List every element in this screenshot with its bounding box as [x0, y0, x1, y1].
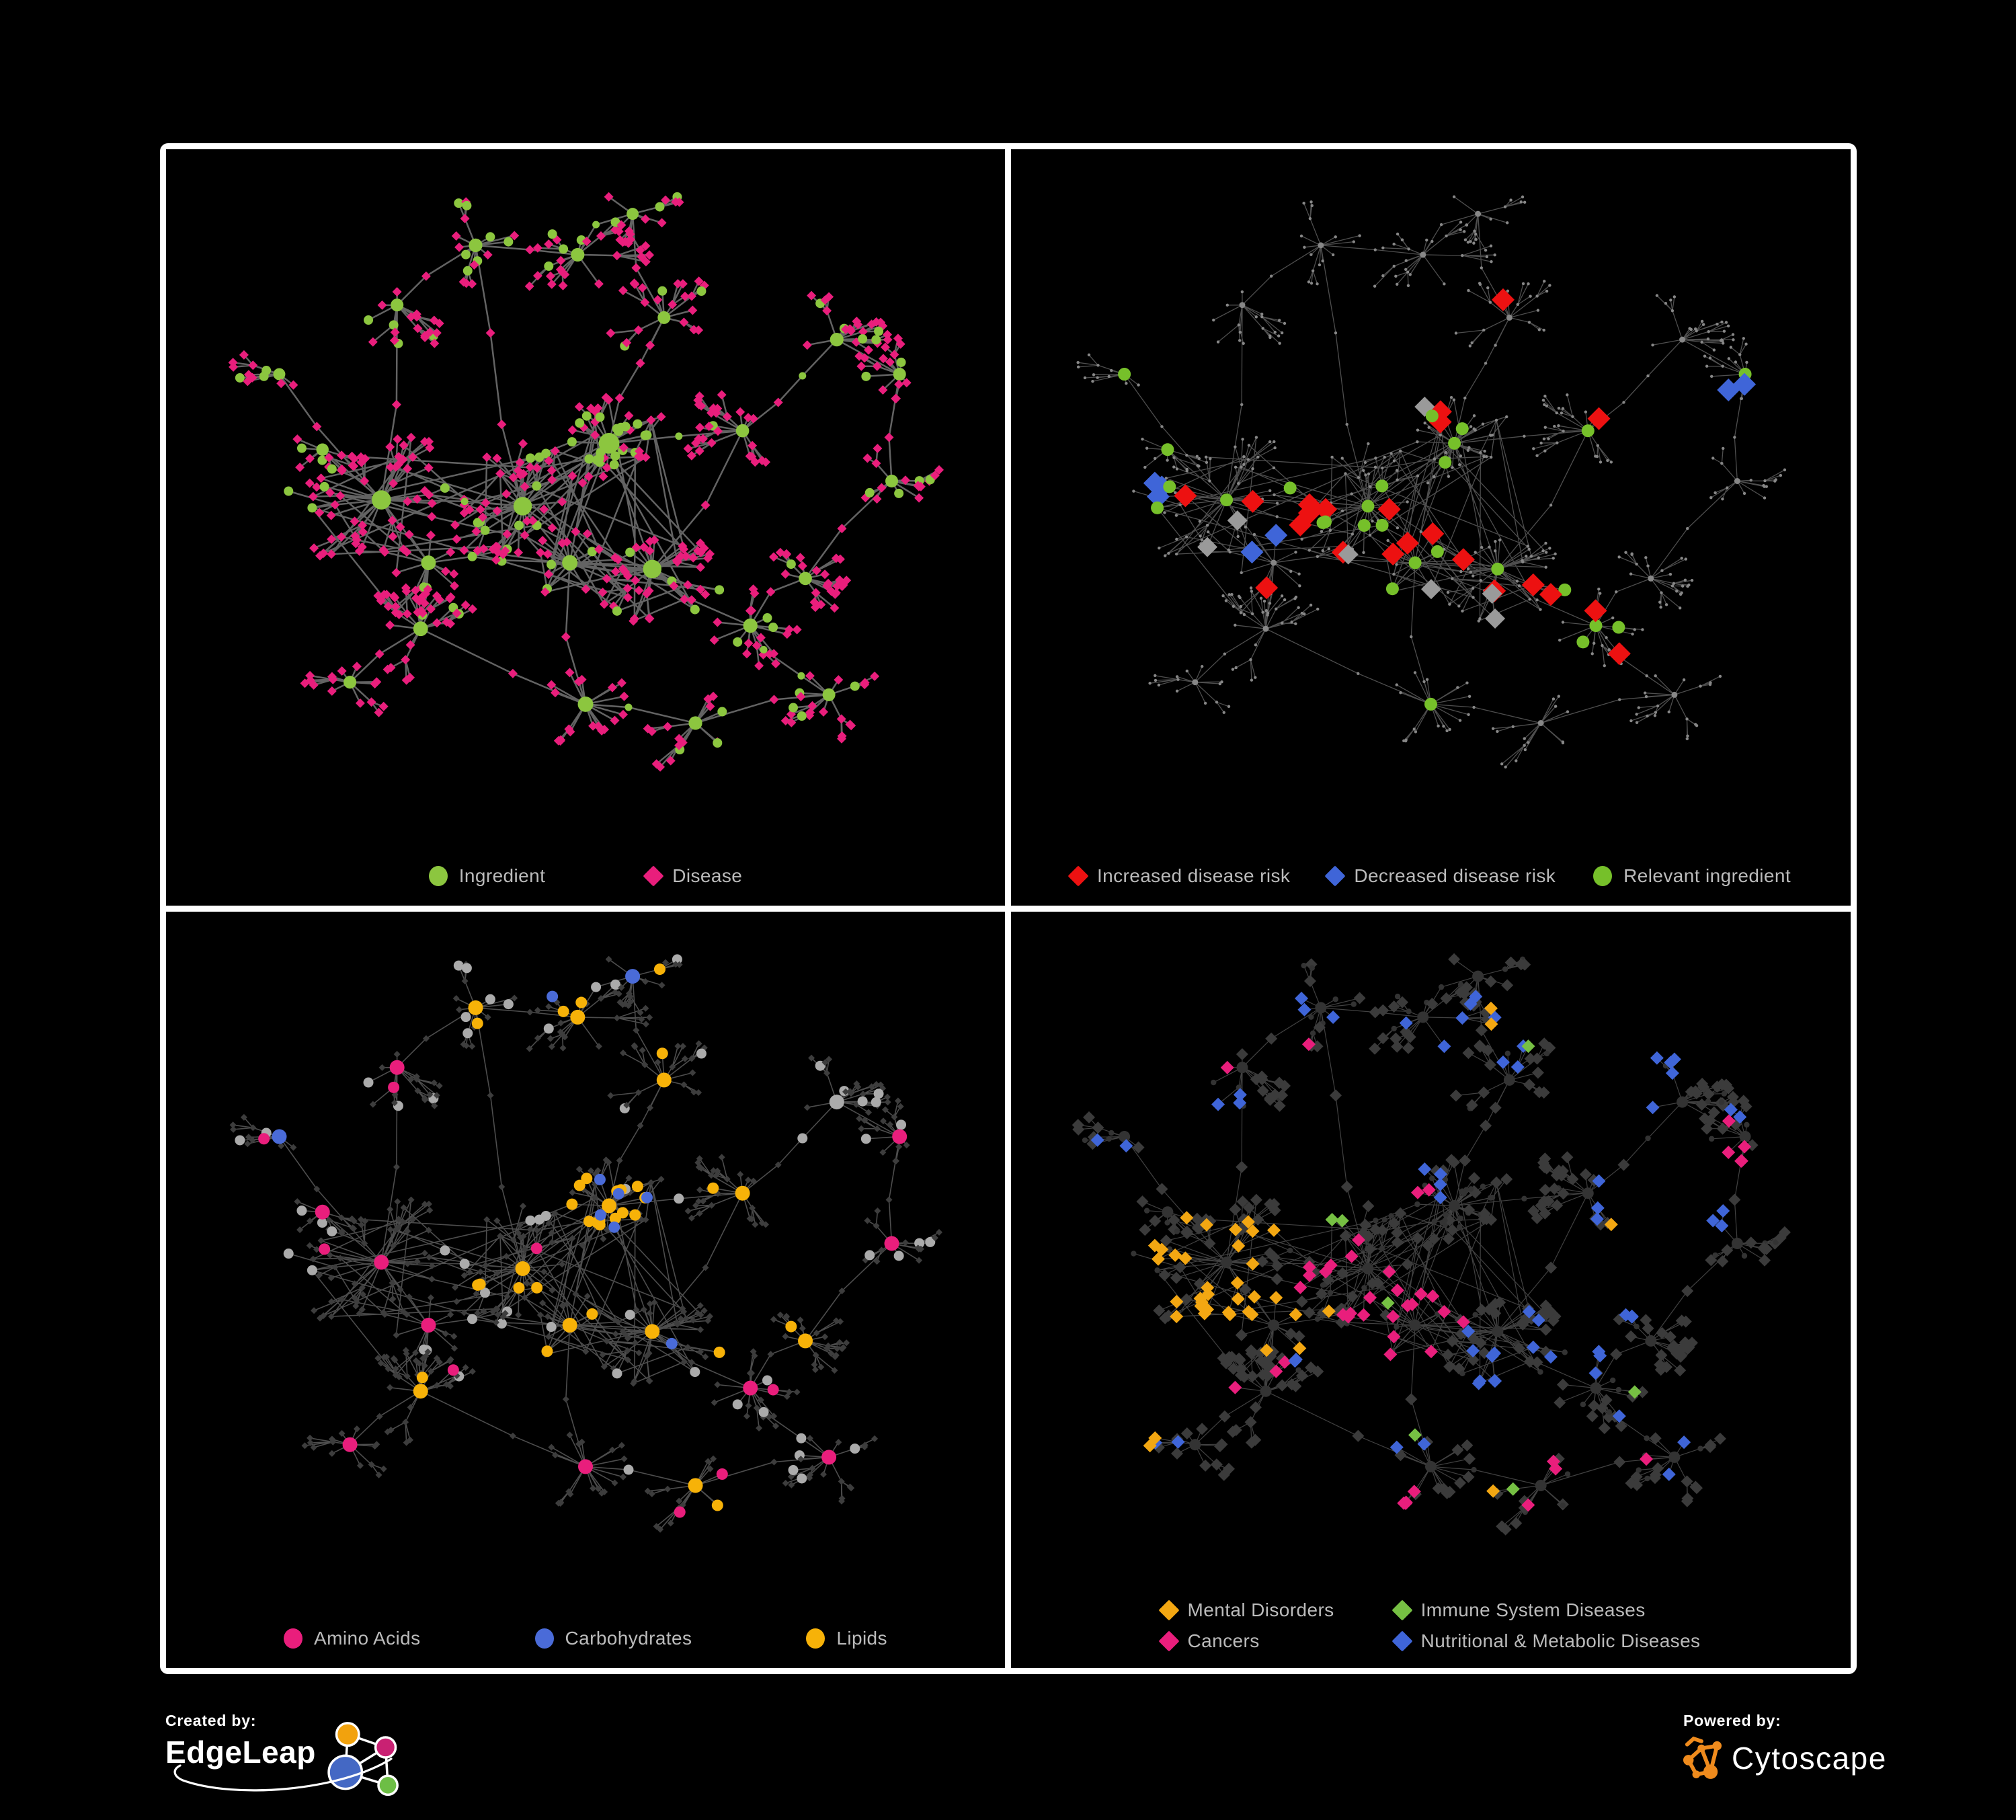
diamond-swatch-icon	[1392, 1630, 1413, 1652]
legend-item-disease: Disease	[643, 865, 743, 887]
cytoscape-brand-row: Cytoscape	[1683, 1735, 1887, 1781]
diamond-swatch-icon	[1158, 1599, 1180, 1621]
panels-frame: Ingredient Disease Increased disease risk…	[160, 143, 1857, 1674]
legend-label: Carbohydrates	[565, 1628, 692, 1649]
diamond-swatch-icon	[1067, 865, 1089, 887]
panel-disease-risk: Increased disease risk Decreased disease …	[1011, 149, 1851, 906]
network-compound-classes	[229, 954, 942, 1533]
legend-label: Relevant ingredient	[1623, 865, 1791, 886]
legend-item-cancers: Cancers	[1158, 1630, 1334, 1652]
legend-label: Decreased disease risk	[1354, 865, 1556, 886]
diamond-swatch-icon	[1392, 1599, 1413, 1621]
legend-item-carbohydrates: Carbohydrates	[534, 1628, 692, 1649]
circle-swatch-icon	[1593, 866, 1613, 886]
legend-item-amino-acids: Amino Acids	[284, 1628, 420, 1649]
legend-label: Disease	[672, 865, 743, 886]
legend-label: Nutritional & Metabolic Diseases	[1420, 1630, 1701, 1651]
circle-swatch-icon	[284, 1628, 303, 1649]
legend-compound-classes: Amino Acids Carbohydrates Lipids	[166, 1628, 1005, 1649]
panel-ingredient-disease: Ingredient Disease	[166, 149, 1005, 906]
legend-ingredient-disease: Ingredient Disease	[166, 865, 1005, 887]
legend-disease-categories: Mental Disorders Immune System Diseases Ca…	[1011, 1599, 1851, 1652]
legend-item-relevant-ingredient: Relevant ingredient	[1593, 865, 1791, 887]
network-ingredient-disease	[228, 192, 944, 772]
legend-item-immune-system-diseases: Immune System Diseases	[1392, 1599, 1701, 1621]
edgeleap-logo-icon	[327, 1722, 399, 1796]
cytoscape-wordmark: Cytoscape	[1732, 1741, 1887, 1776]
circle-swatch-icon	[428, 866, 448, 886]
network-disease-categories	[1072, 953, 1791, 1536]
edgeleap-wordmark: EdgeLeap	[165, 1735, 316, 1770]
diamond-swatch-icon	[1158, 1630, 1180, 1652]
network-disease-risk	[1076, 195, 1787, 768]
circle-swatch-icon	[534, 1628, 554, 1649]
cytoscape-credit: Powered by: Cytoscape	[1683, 1712, 1887, 1781]
legend-label: Cancers	[1187, 1630, 1260, 1651]
diamond-swatch-icon	[1324, 865, 1346, 887]
legend-disease-risk: Increased disease risk Decreased disease …	[1011, 865, 1851, 887]
legend-item-nutritional-metabolic-diseases: Nutritional & Metabolic Diseases	[1392, 1630, 1701, 1652]
panel-compound-classes: Amino Acids Carbohydrates Lipids	[166, 912, 1005, 1668]
legend-item-ingredient: Ingredient	[428, 865, 546, 887]
diamond-swatch-icon	[643, 865, 664, 887]
edgeleap-brand-row: EdgeLeap	[165, 1722, 414, 1807]
legend-label: Amino Acids	[314, 1628, 421, 1649]
powered-by-label: Powered by:	[1683, 1712, 1781, 1729]
panel-disease-categories: Mental Disorders Immune System Diseases Ca…	[1011, 912, 1851, 1668]
legend-item-mental-disorders: Mental Disorders	[1158, 1599, 1334, 1621]
legend-item-decreased-disease-risk: Decreased disease risk	[1324, 865, 1556, 887]
circle-swatch-icon	[806, 1628, 825, 1649]
edgeleap-credit: Created by: EdgeLeap	[165, 1712, 414, 1807]
legend-label: Ingredient	[458, 865, 546, 886]
legend-item-lipids: Lipids	[806, 1628, 887, 1649]
legend-label: Increased disease risk	[1096, 865, 1291, 886]
legend-label: Lipids	[836, 1628, 887, 1649]
created-by-label: Created by:	[165, 1712, 257, 1729]
legend-label: Mental Disorders	[1187, 1599, 1334, 1620]
legend-item-increased-disease-risk: Increased disease risk	[1067, 865, 1291, 887]
cytoscape-logo-icon	[1683, 1736, 1722, 1779]
legend-label: Immune System Diseases	[1420, 1599, 1646, 1620]
